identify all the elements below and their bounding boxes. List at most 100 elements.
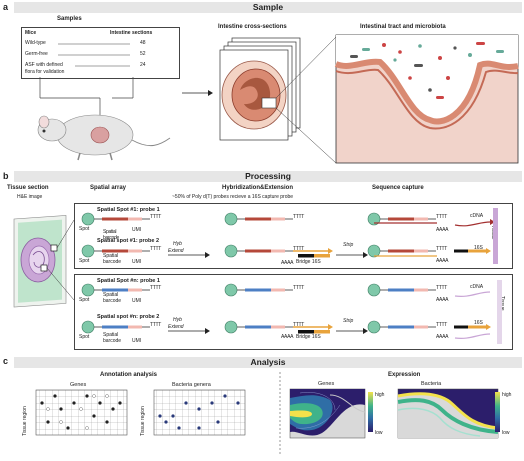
- hyb-label: Hyb: [173, 317, 182, 323]
- umi-label: UMI: [132, 298, 142, 304]
- barcode-label: barcode: [103, 235, 119, 241]
- sequence-capture-title: Sequence capture: [372, 185, 424, 191]
- genes-expression-title: Genes: [318, 381, 335, 387]
- bridge-16s-label: Bridge 16S: [296, 334, 321, 340]
- genes-grid-dots: [40, 394, 122, 430]
- tissue-bar: [497, 280, 502, 344]
- polyt-label: TTTT: [150, 214, 162, 220]
- samples-row-mouse: Wild-type: [25, 40, 46, 46]
- section-title-analysis: Analysis: [14, 357, 522, 368]
- colorbar-high-label: high: [375, 392, 385, 398]
- hyb-label: Hyb: [173, 241, 182, 247]
- barcode-label: barcode: [103, 259, 122, 265]
- expression-title: Expression: [388, 372, 421, 378]
- section-title-processing: Processing: [14, 171, 522, 182]
- umi-label: UMI: [132, 227, 142, 233]
- samples-row-count: 52: [140, 51, 146, 57]
- strip-label: Strip: [343, 318, 354, 324]
- samples-title: Samples: [57, 16, 82, 22]
- samples-row-mouse: Germ-free: [25, 51, 48, 57]
- polyt-label: TTTT: [293, 322, 305, 328]
- polya-label: AAAA: [281, 260, 294, 266]
- spot-label: Spot: [79, 258, 90, 264]
- colorbar-low-label: low: [502, 430, 510, 436]
- spatial-label: Spatial: [103, 229, 116, 235]
- intestinal-tract-illustration: [334, 34, 519, 164]
- polya-label: AAAA: [436, 227, 449, 233]
- spatial-label: Spatial: [103, 253, 119, 259]
- spot-label: Spot: [79, 334, 90, 340]
- probe-label: Spatial spot #n: probe 2: [97, 314, 160, 320]
- strip-label: Strip: [343, 242, 354, 248]
- samples-col-sections: Intestine sections: [110, 30, 153, 36]
- bacteria-expression-title: Bacteria: [421, 381, 442, 387]
- samples-row-note: flora for validation: [25, 69, 65, 75]
- 16s-label: 16S: [474, 320, 483, 326]
- probe-group-spotn: [74, 274, 513, 350]
- he-image-label: H&E image: [17, 194, 43, 200]
- cdna-label: cDNA: [470, 213, 484, 219]
- tissue-slide: [13, 215, 75, 308]
- barcode-label: barcode: [103, 298, 122, 304]
- umi-label: UMI: [132, 259, 142, 265]
- genes-expression-map: [289, 388, 366, 439]
- polyt-label: TTTT: [150, 322, 162, 328]
- cross-sections-title: Intestine cross-sections: [218, 24, 287, 30]
- umi-label: UMI: [132, 338, 142, 344]
- bacteria-grid-dots: [158, 394, 240, 430]
- polyt-label: TTTT: [293, 214, 305, 220]
- cdna-label: cDNA: [470, 284, 484, 290]
- hybridization-subtitle: ~50% of Poly d(T) probes recieve a 16S c…: [172, 194, 294, 200]
- colorbar-high-label: high: [502, 392, 512, 398]
- section-title-sample: Sample: [14, 2, 522, 13]
- bridge-16s-label: Bridge 16S: [296, 259, 321, 265]
- annotation-analysis-title: Annotation analysis: [100, 372, 158, 378]
- 16s-label: 16S: [474, 245, 483, 251]
- polyt-label: TTTT: [436, 246, 448, 252]
- polyt-label: TTTT: [436, 214, 448, 220]
- bacteria-colorbar: [495, 392, 500, 432]
- genes-colorbar: [368, 392, 373, 432]
- genes-annotation-grid: [35, 389, 128, 436]
- samples-row-count: 24: [140, 62, 146, 68]
- polya-label: AAAA: [436, 334, 449, 340]
- polyt-label: TTTT: [293, 285, 305, 291]
- probe-group-spot1: [74, 203, 513, 269]
- tissue-bar: [493, 208, 498, 264]
- genes-grid-title: Genes: [70, 382, 87, 388]
- spatial-array-title: Spatial array: [90, 185, 127, 191]
- probe-label: Spatial spot #1: probe 2: [97, 238, 160, 244]
- bacteria-grid-title: Bacteria genera: [172, 382, 211, 388]
- polyt-label: TTTT: [436, 322, 448, 328]
- polya-label: AAAA: [281, 334, 294, 340]
- hybridization-title: Hybridization&Extension: [222, 185, 294, 191]
- probe-label: Spatial Spot #n: probe 1: [97, 278, 160, 284]
- tract-title: Intestinal tract and microbiota: [360, 24, 446, 30]
- spatial-label: Spatial: [103, 292, 119, 298]
- extend-label: Extend: [168, 248, 184, 254]
- bacteria-expression-map: [397, 388, 499, 439]
- samples-col-mice: Mice: [25, 30, 37, 36]
- polya-label: AAAA: [436, 258, 449, 264]
- spatial-label: Spatial: [103, 332, 119, 338]
- samples-row-mouse: ASF with defined: [25, 62, 63, 68]
- polyt-label: TTTT: [150, 285, 162, 291]
- cross-section-stack: [219, 37, 301, 141]
- panel-label-b: b: [3, 171, 9, 181]
- panel-label-a: a: [3, 2, 9, 12]
- tissue-section-title: Tissue section: [7, 185, 49, 191]
- colorbar-low-label: low: [375, 430, 383, 436]
- mouse-icon: [37, 114, 171, 161]
- samples-table: [21, 27, 180, 79]
- polyt-label: TTTT: [150, 246, 162, 252]
- probe-label: Spatial Spot #1: probe 1: [97, 207, 160, 213]
- panel-label-c: c: [3, 356, 9, 366]
- spot-label: Spot: [79, 297, 90, 303]
- spot-label: Spot: [79, 226, 90, 232]
- polya-label: AAAA: [436, 297, 449, 303]
- samples-row-count: 48: [140, 40, 146, 46]
- barcode-label: barcode: [103, 338, 122, 344]
